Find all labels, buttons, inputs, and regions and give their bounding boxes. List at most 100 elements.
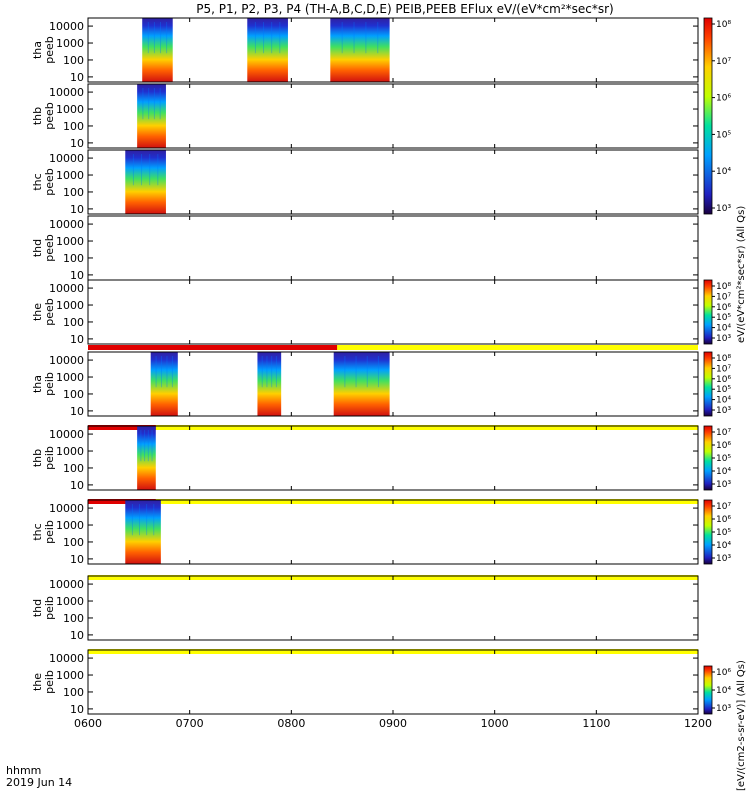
y-tick-label: 10000 [49,218,84,231]
colorbar-tick-label: 10⁶ [716,441,731,451]
panel-thc-peib: 10 100 1000 10000 thcpeib [31,499,699,566]
y-tick-label: 1000 [56,445,84,458]
colorbar-tick-label: 10⁸ [716,354,731,364]
spectrogram-segment [247,18,288,82]
panel-label: thcpeib [31,520,56,544]
colorbar-tick-label: 10⁶ [716,668,731,678]
y-tick-label: 1000 [56,235,84,248]
y-tick-label: 1000 [56,37,84,50]
colorbar-gradient [703,499,713,565]
panel-the-peib: 10 100 1000 10000 thepeib [31,649,699,716]
colorbar-tick-label: 10⁵ [716,385,731,395]
y-tick-label: 10000 [49,86,84,99]
y-tick-label: 100 [63,388,84,401]
panel-thb-peib: 10 100 1000 10000 thbpeib [31,425,699,492]
y-tick-label: 1000 [56,669,84,682]
y-tick-label: 10000 [49,578,84,591]
y-tick-label: 1000 [56,103,84,116]
y-tick-label: 10000 [49,20,84,33]
x-tick-label: 0900 [379,717,407,730]
colorbar-tick-label: 10⁴ [716,541,731,551]
panel-label: thdpeib [31,596,56,620]
y-tick-label: 100 [63,462,84,475]
colorbar-tick-label: 10³ [716,406,731,416]
panel-thd-peeb: 10 100 1000 10000 thdpeeb [31,215,699,282]
panel-label: thepeib [31,670,56,694]
panel-tha-peib: 10 100 1000 10000 thapeib [31,345,699,418]
colorbar-gradient [703,17,713,215]
x-tick-label: 1100 [582,717,610,730]
colorbar-tick-label: 10³ [716,204,731,214]
colorbar-gradient [703,279,713,345]
colorbar-tick-label: 10⁶ [716,375,731,385]
colorbar-cb1: 10⁸ 10⁷ 10⁶ 10⁵ 10⁴ 10³ [703,17,731,215]
panel-thb-peeb: 10 100 1000 10000 thbpeeb [31,83,699,150]
y-tick-label: 10 [70,333,84,346]
colorbar-tick-label: 10⁷ [716,57,731,67]
spectrogram-segment [150,352,178,416]
spectrogram-segment [137,426,156,490]
x-axis-label: hhmm [6,764,42,777]
colorbar-tick-label: 10⁴ [716,686,731,696]
colorbar-tick-label: 10⁴ [716,467,731,477]
quality-flag-red [88,425,156,430]
colorbar-tick-label: 10⁴ [716,396,731,406]
spectrogram-segment [142,18,173,82]
y-tick-label: 10 [70,703,84,716]
y-tick-label: 10000 [49,652,84,665]
spectrogram-segment [257,352,282,416]
panel-label: thapeib [31,372,56,396]
y-tick-label: 10000 [49,428,84,441]
colorbar-tick-label: 10⁴ [716,167,731,177]
colorbar-tick-label: 10⁶ [716,515,731,525]
y-tick-label: 10 [70,203,84,216]
colorbar-cb5: 10⁷ 10⁶ 10⁵ 10⁴ 10³ [703,499,731,565]
spectrogram-segment [125,500,161,564]
y-tick-label: 10 [70,137,84,150]
panel-label: thepeeb [31,298,56,326]
colorbar-cb6: 10⁶ 10⁴ 10³ [703,665,731,715]
colorbar-tick-label: 10³ [716,554,731,564]
panel-frame [87,649,699,715]
panel-thc-peeb: 10 100 1000 10000 thcpeeb [31,149,699,216]
panel-frame [87,215,699,281]
colorbar-tick-label: 10⁶ [716,94,731,104]
quality-flag-red [88,499,156,504]
spectrogram-segment [125,150,166,214]
colorbar-tick-label: 10⁸ [716,282,731,292]
y-tick-label: 100 [63,186,84,199]
x-tick-label: 0600 [74,717,102,730]
y-tick-label: 10000 [49,282,84,295]
colorbar-tick-label: 10⁵ [716,454,731,464]
y-tick-label: 10000 [49,152,84,165]
x-tick-label: 1200 [684,717,712,730]
panel-frame [87,17,699,83]
colorbar-tick-label: 10³ [716,334,731,344]
y-tick-label: 100 [63,252,84,265]
spectrogram-segment [330,18,390,82]
colorbar-tick-label: 10⁴ [716,324,731,334]
x-axis-date: 2019 Jun 14 [6,776,73,789]
y-tick-label: 100 [63,536,84,549]
panel-label: thcpeeb [31,168,56,196]
panel-frame [87,149,699,215]
colorbar-gradient [703,665,713,715]
figure-title: P5, P1, P2, P3, P4 (TH-A,B,C,D,E) PEIB,P… [196,2,614,16]
spectrogram-segment [137,84,166,148]
quality-flag-bar [88,345,698,350]
colorbar-tick-label: 10³ [716,480,731,490]
y-tick-label: 1000 [56,595,84,608]
colorbar-tick-label: 10⁷ [716,428,731,438]
colorbar-tick-label: 10⁵ [716,313,731,323]
y-tick-label: 1000 [56,371,84,384]
y-tick-label: 10 [70,71,84,84]
colorbar-tick-label: 10⁷ [716,502,731,512]
colorbar-cb4: 10⁷ 10⁶ 10⁵ 10⁴ 10³ [703,425,731,491]
y-tick-label: 10000 [49,354,84,367]
y-tick-label: 10 [70,405,84,418]
colorbar-tick-label: 10⁷ [716,364,731,374]
y-tick-label: 100 [63,54,84,67]
